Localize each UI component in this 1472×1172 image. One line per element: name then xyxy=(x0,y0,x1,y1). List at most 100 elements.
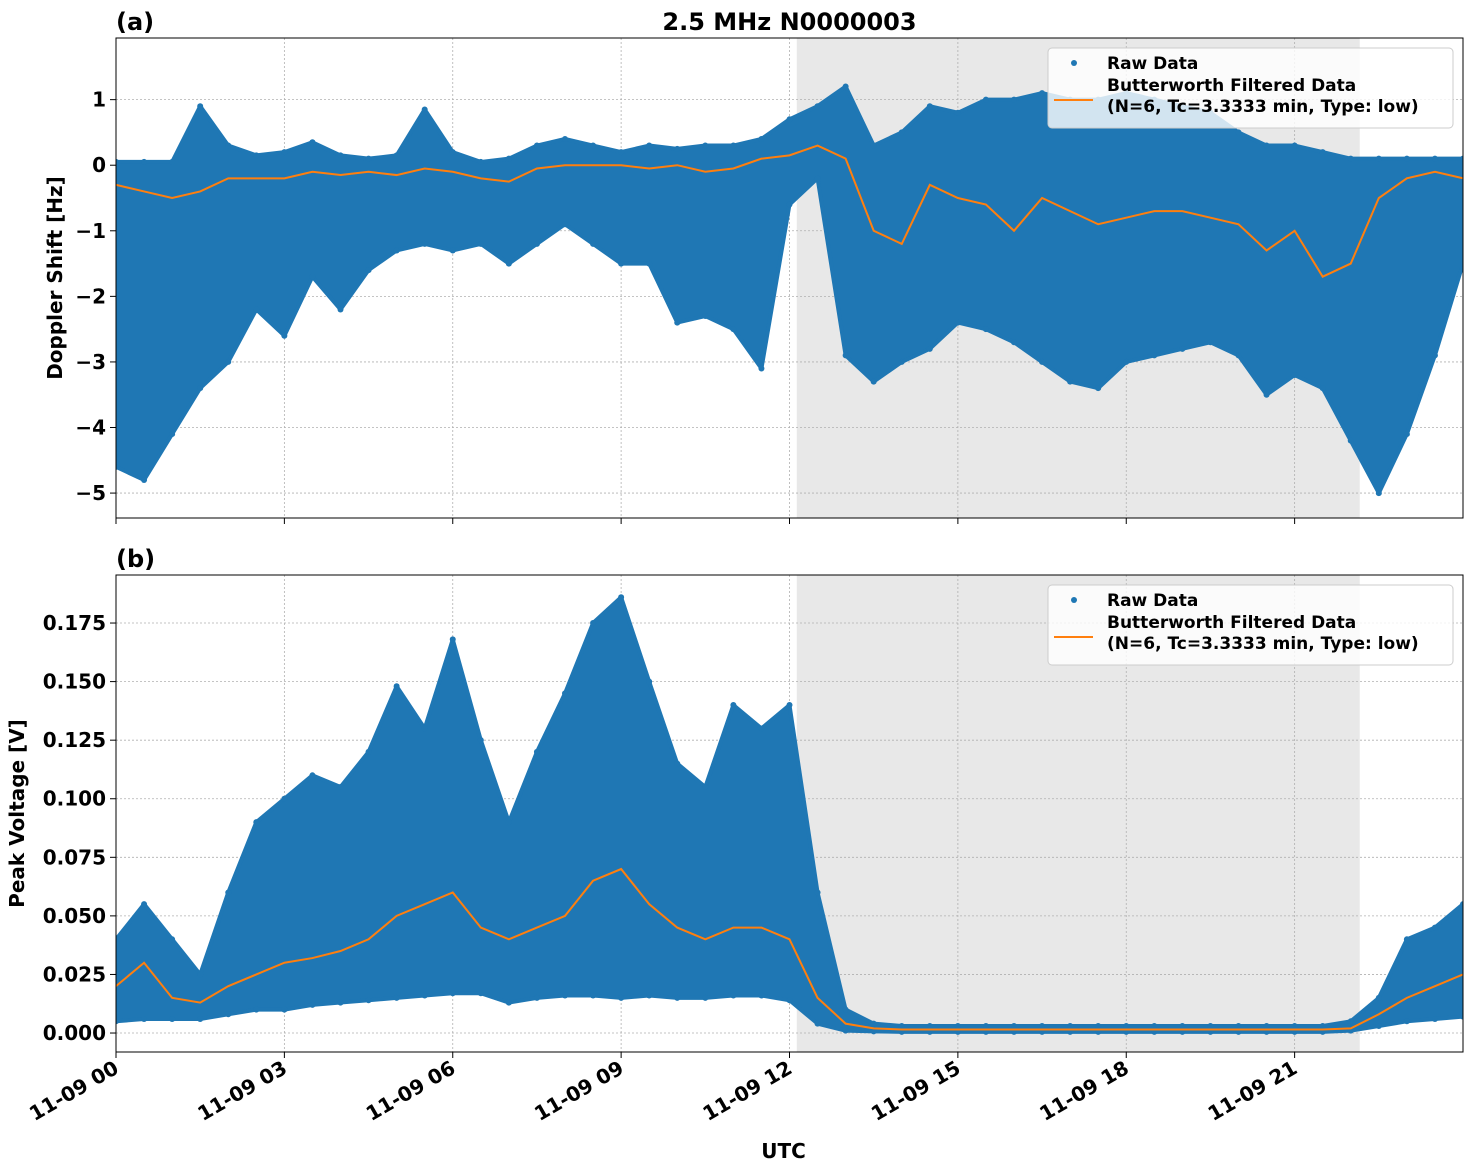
raw-data-point xyxy=(758,992,765,999)
raw-data-point xyxy=(1263,1022,1270,1029)
raw-data-point xyxy=(1403,936,1410,943)
raw-data-point xyxy=(730,702,737,709)
raw-data-point xyxy=(337,784,344,791)
x-tick-label: 11-09 09 xyxy=(530,1056,628,1126)
y-tick-label: 0.175 xyxy=(43,611,106,635)
x-axis-label: UTC xyxy=(761,1139,806,1163)
raw-data-point xyxy=(169,158,176,165)
raw-data-point xyxy=(702,142,709,149)
raw-data-point xyxy=(116,936,119,943)
raw-data-point xyxy=(365,997,372,1004)
raw-data-point xyxy=(169,431,176,438)
raw-data-point xyxy=(253,819,260,826)
y-axis-label: Peak Voltage [V] xyxy=(5,719,29,908)
x-tick-label: 11-09 15 xyxy=(867,1056,965,1126)
raw-data-point xyxy=(646,142,653,149)
chart-title: 2.5 MHz N0000003 xyxy=(662,8,916,36)
raw-data-point xyxy=(505,999,512,1006)
raw-data-point xyxy=(477,240,484,247)
raw-data-point xyxy=(116,463,119,470)
raw-data-point xyxy=(646,992,653,999)
raw-data-point xyxy=(393,683,400,690)
raw-data-point xyxy=(646,678,653,685)
raw-data-point xyxy=(674,319,681,326)
raw-data-point xyxy=(253,306,260,313)
raw-data-point xyxy=(1067,378,1074,385)
raw-data-point xyxy=(309,139,316,146)
raw-data-point xyxy=(1151,352,1158,359)
raw-data-point xyxy=(926,345,933,352)
raw-data-point xyxy=(116,158,119,165)
raw-data-point xyxy=(393,247,400,254)
raw-data-point xyxy=(337,999,344,1006)
raw-data-envelope xyxy=(116,595,1463,1034)
raw-data-point xyxy=(982,326,989,333)
raw-data-point xyxy=(1375,155,1382,162)
raw-data-point xyxy=(1403,1018,1410,1025)
raw-data-point xyxy=(786,201,793,208)
raw-data-point xyxy=(1431,924,1438,931)
y-tick-label: −1 xyxy=(75,219,106,243)
legend-raw-label: Raw Data xyxy=(1107,54,1198,74)
raw-data-point xyxy=(702,784,709,791)
y-tick-label: 0.025 xyxy=(43,962,106,986)
raw-data-point xyxy=(1431,1015,1438,1022)
raw-data-point xyxy=(926,1022,933,1029)
raw-data-point xyxy=(225,358,232,365)
raw-data-point xyxy=(309,273,316,280)
raw-data-point xyxy=(870,378,877,385)
panel-b: 0.000 0.025 0.050 0.075 0.100 0.125 0.150 0.175… xyxy=(5,545,1464,1163)
raw-data-point xyxy=(225,1011,232,1018)
raw-data-point xyxy=(954,109,961,116)
raw-data-point xyxy=(618,149,625,156)
raw-data-point xyxy=(1291,1022,1298,1029)
x-tick-label: 11-09 03 xyxy=(193,1056,291,1126)
raw-data-point xyxy=(1375,1022,1382,1029)
raw-data-point xyxy=(337,306,344,313)
raw-data-point xyxy=(1039,358,1046,365)
x-tick-label: 11-09 06 xyxy=(362,1056,460,1126)
raw-data-point xyxy=(674,145,681,152)
raw-data-point xyxy=(814,1020,821,1027)
raw-data-point xyxy=(954,319,961,326)
raw-data-point xyxy=(449,149,456,156)
raw-data-point xyxy=(1460,260,1463,267)
raw-data-point xyxy=(758,725,765,732)
raw-data-point xyxy=(141,901,148,908)
raw-data-point xyxy=(702,994,709,1001)
raw-data-point xyxy=(730,142,737,149)
raw-data-point xyxy=(618,994,625,1001)
raw-data-point xyxy=(393,152,400,159)
legend-raw-marker xyxy=(1071,597,1077,603)
raw-data-point xyxy=(1011,1022,1017,1029)
raw-data-point xyxy=(786,997,793,1004)
raw-data-point xyxy=(786,116,793,123)
raw-data-point xyxy=(225,889,232,896)
raw-data-point xyxy=(141,158,148,165)
raw-data-point xyxy=(1011,96,1017,103)
x-tick-label: 11-09 12 xyxy=(698,1056,796,1126)
raw-data-point xyxy=(1207,1022,1214,1029)
raw-data-point xyxy=(842,1006,849,1013)
raw-data-point xyxy=(758,365,765,372)
raw-data-point xyxy=(786,702,793,709)
raw-data-point xyxy=(1347,437,1354,444)
raw-data-point xyxy=(730,992,737,999)
raw-data-point xyxy=(505,819,512,826)
raw-data-point xyxy=(533,240,540,247)
raw-data-point xyxy=(982,1022,989,1029)
raw-data-point xyxy=(590,620,597,627)
raw-data-point xyxy=(253,1006,260,1013)
raw-data-point xyxy=(449,990,456,997)
raw-data-point xyxy=(1291,372,1298,379)
raw-data-point xyxy=(1291,142,1298,149)
raw-data-point xyxy=(1460,901,1463,908)
raw-data-point xyxy=(674,994,681,1001)
raw-data-point xyxy=(421,240,428,247)
panel-label: (a) xyxy=(116,8,154,36)
raw-data-point xyxy=(197,103,204,110)
raw-data-point xyxy=(1319,385,1326,392)
raw-data-point xyxy=(1095,1022,1102,1029)
